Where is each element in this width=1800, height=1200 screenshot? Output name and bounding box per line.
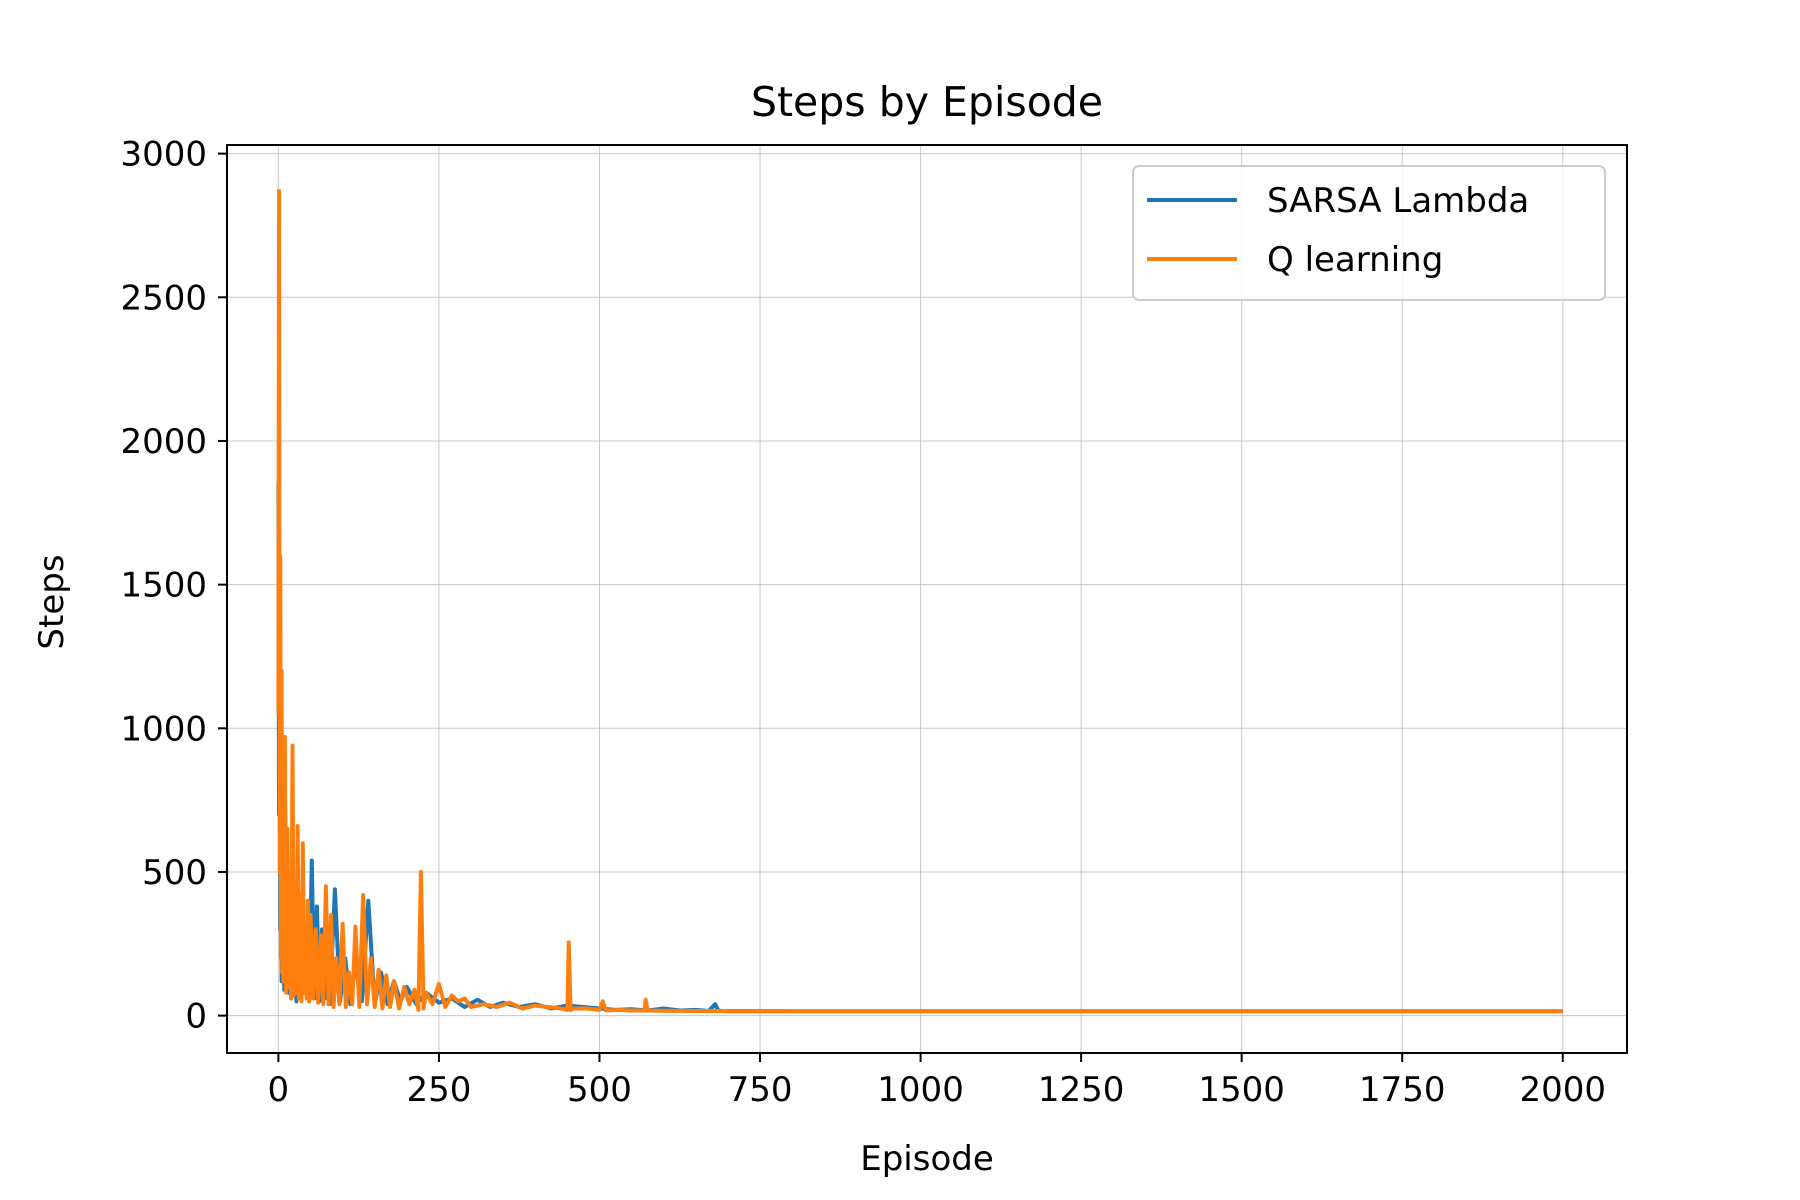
series-lines <box>276 189 1563 1014</box>
x-tick-label: 250 <box>406 1070 471 1110</box>
legend-label-q-learning: Q learning <box>1267 240 1443 280</box>
y-tick-label: 0 <box>185 997 207 1037</box>
y-tick-label: 2500 <box>120 278 207 318</box>
x-tick-label: 1750 <box>1359 1070 1446 1110</box>
x-axis-title: Episode <box>860 1139 994 1179</box>
x-tick-label: 2000 <box>1520 1070 1607 1110</box>
legend-label-sarsa-lambda: SARSA Lambda <box>1267 181 1529 221</box>
x-tick-label: 1250 <box>1038 1070 1125 1110</box>
chart-title: Steps by Episode <box>751 78 1103 126</box>
y-axis: 0 500 1000 1500 2000 2500 3000 <box>120 135 227 1037</box>
x-tick-label: 750 <box>728 1070 793 1110</box>
y-tick-label: 1000 <box>120 709 207 749</box>
legend: SARSA Lambda Q learning <box>1132 165 1606 301</box>
plot-frame <box>226 144 1628 1054</box>
y-tick-label: 1500 <box>120 566 207 606</box>
y-tick-label: 500 <box>142 853 207 893</box>
legend-box <box>1132 165 1606 301</box>
x-tick-label: 1000 <box>877 1070 964 1110</box>
y-axis-title: Steps <box>32 554 72 649</box>
y-tick-label: 3000 <box>120 135 207 175</box>
x-axis: 0 250 500 750 1000 1250 1500 1750 2000 <box>268 1053 1606 1110</box>
x-tick-label: 0 <box>268 1070 290 1110</box>
y-tick-label: 2000 <box>120 422 207 462</box>
x-tick-label: 500 <box>567 1070 632 1110</box>
series-line-q-learning <box>276 189 1563 1014</box>
x-tick-label: 1500 <box>1198 1070 1285 1110</box>
